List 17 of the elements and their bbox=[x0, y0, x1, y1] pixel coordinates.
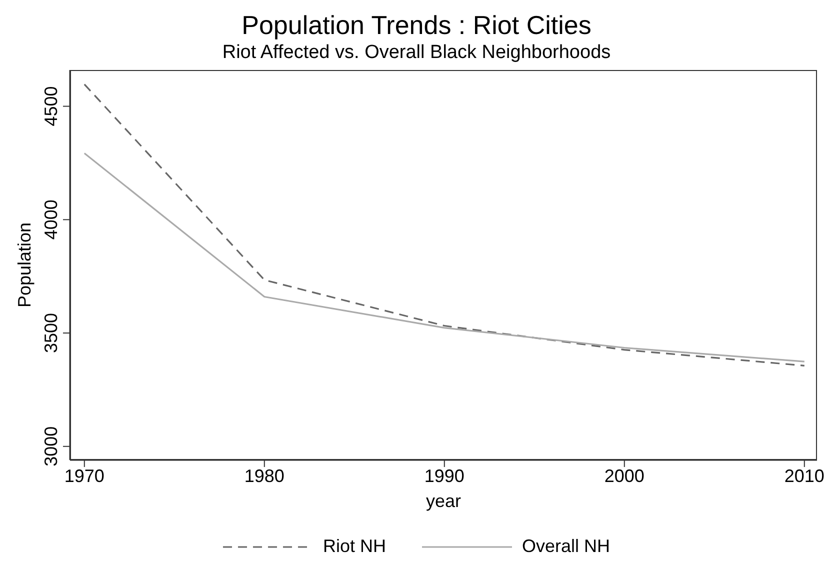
x-tick-label: 1990 bbox=[424, 466, 464, 486]
line-series bbox=[84, 152, 806, 362]
legend-label: Riot NH bbox=[322, 536, 386, 557]
line-series bbox=[84, 83, 806, 366]
y-tick-label: 4500 bbox=[41, 86, 61, 126]
y-tick-label: 3500 bbox=[41, 313, 61, 354]
y-tick-label: 4000 bbox=[41, 200, 61, 240]
x-tick-label: 1970 bbox=[64, 466, 104, 486]
y-axis-title: Population bbox=[14, 222, 34, 308]
x-tick-label: 2000 bbox=[604, 466, 644, 486]
chart-subtitle: Riot Affected vs. Overall Black Neighborhoods bbox=[221, 42, 612, 64]
legend-label: Overall NH bbox=[522, 536, 610, 557]
x-tick-label: 1980 bbox=[244, 466, 284, 486]
chart-title: Population Trends : Riot Cities bbox=[240, 10, 592, 41]
x-tick-label: 2010 bbox=[784, 466, 824, 486]
x-axis-title: year bbox=[426, 490, 462, 511]
y-tick-label: 3000 bbox=[41, 426, 61, 466]
